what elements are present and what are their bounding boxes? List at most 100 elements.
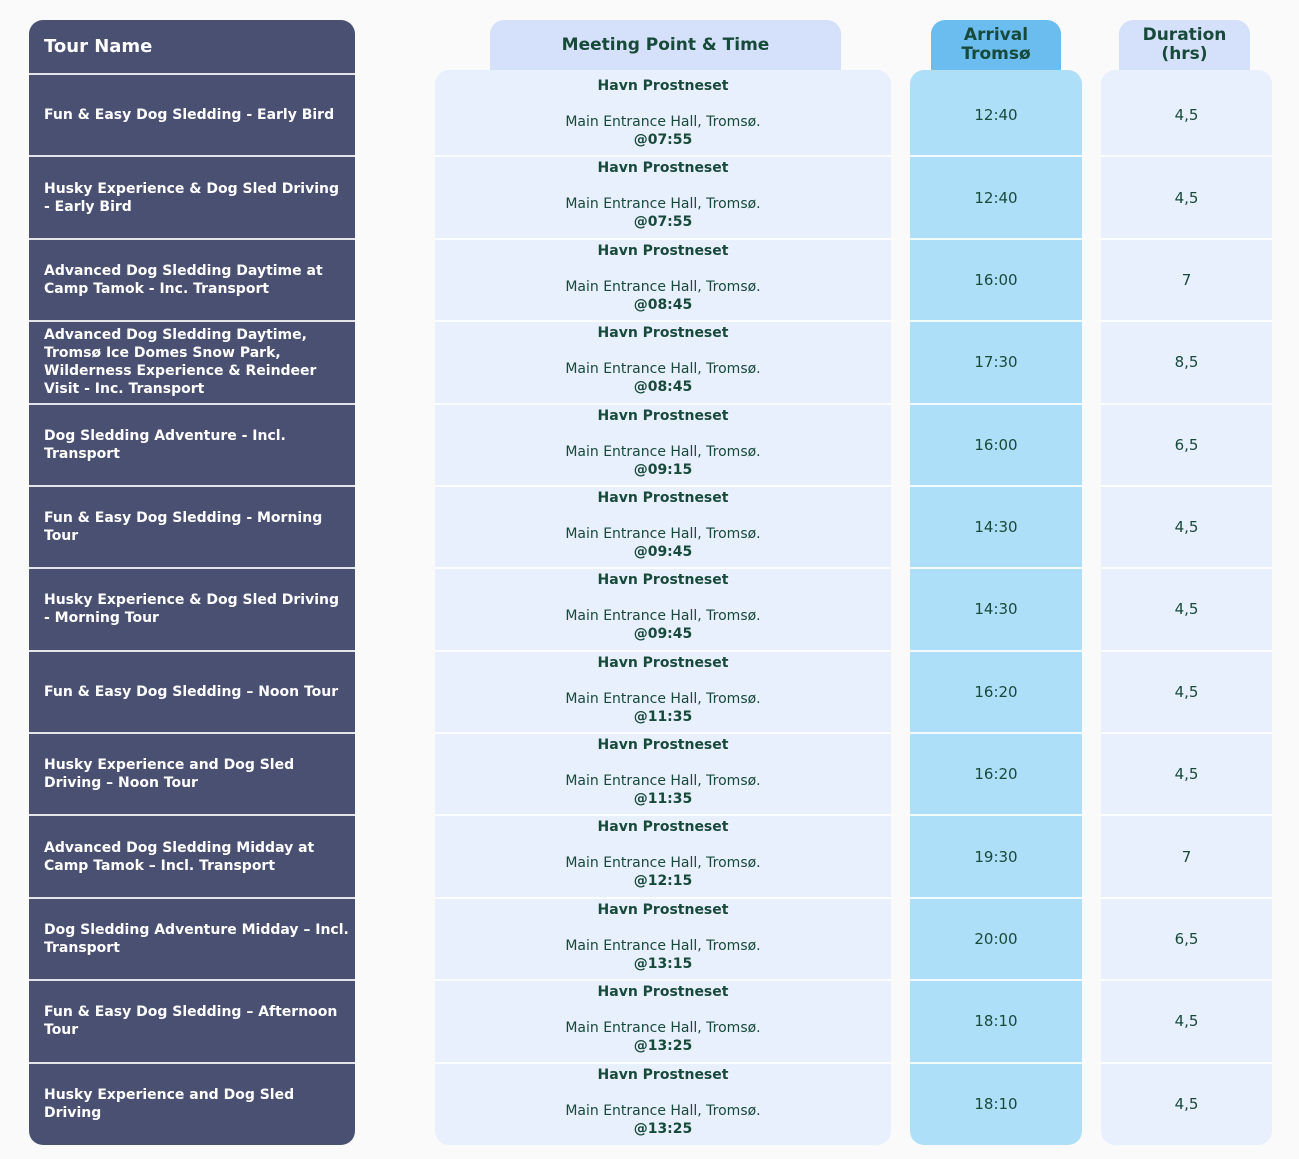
meeting-address: Main Entrance Hall, Tromsø. xyxy=(565,1020,761,1037)
meeting-address: Main Entrance Hall, Tromsø. xyxy=(565,690,761,707)
meeting-point: Havn Prostneset Main Entrance Hall, Troms… xyxy=(435,324,891,406)
meeting-point: Havn Prostneset Main Entrance Hall, Troms… xyxy=(435,159,891,241)
row-separator xyxy=(910,567,1082,570)
tour-name: Dog Sledding Adventure Midday – Incl. Tr… xyxy=(44,922,349,957)
arrival-time: 12:40 xyxy=(974,106,1018,125)
row-separator xyxy=(910,649,1082,652)
meeting-time: @11:35 xyxy=(633,708,693,725)
row-separator xyxy=(435,732,891,735)
row-separator xyxy=(1101,649,1272,652)
row-separator xyxy=(910,979,1082,982)
duration: 7 xyxy=(1181,847,1192,866)
header-tour: Tour Name xyxy=(44,36,153,57)
row-separator xyxy=(29,73,355,75)
row-separator xyxy=(435,896,891,899)
meeting-time: @09:45 xyxy=(633,626,693,643)
meeting-point: Havn Prostneset Main Entrance Hall, Troms… xyxy=(435,901,891,983)
arrival-time: 14:30 xyxy=(974,600,1018,619)
meeting-time: @12:15 xyxy=(633,873,693,890)
tour-name: Husky Experience & Dog Sled Driving - Mo… xyxy=(44,592,339,627)
meeting-place: Havn Prostneset xyxy=(597,78,729,94)
meeting-place: Havn Prostneset xyxy=(597,572,729,589)
meeting-point: Havn Prostneset Main Entrance Hall, Troms… xyxy=(435,571,891,653)
tour-name: Fun & Easy Dog Sledding - Morning Tour xyxy=(44,510,323,545)
row-separator xyxy=(1101,237,1272,240)
meeting-place: Havn Prostneset xyxy=(597,325,729,342)
row-separator xyxy=(29,1061,355,1064)
arrival-column xyxy=(910,70,1082,1145)
row-separator xyxy=(29,320,355,323)
tour-name: Fun & Easy Dog Sledding - Early Bird xyxy=(44,107,335,124)
meeting-place: Havn Prostneset xyxy=(597,654,729,671)
duration: 4,5 xyxy=(1174,765,1199,784)
row-separator xyxy=(435,484,891,487)
row-separator xyxy=(1101,484,1272,487)
meeting-point: Havn Prostneset Main Entrance Hall, Troms… xyxy=(435,489,891,571)
duration: 7 xyxy=(1181,270,1192,289)
tour-name: Fun & Easy Dog Sledding – Afternoon Tour xyxy=(44,1004,338,1039)
meeting-place: Havn Prostneset xyxy=(597,242,729,259)
row-separator xyxy=(29,567,355,570)
meeting-address: Main Entrance Hall, Tromsø. xyxy=(565,608,761,625)
row-separator xyxy=(1101,896,1272,899)
row-separator xyxy=(1101,567,1272,570)
duration: 4,5 xyxy=(1174,682,1199,701)
meeting-address: Main Entrance Hall, Tromsø. xyxy=(565,855,761,872)
row-separator xyxy=(1101,1061,1272,1064)
row-separator xyxy=(29,402,355,405)
tour-name: Dog Sledding Adventure - Incl. Transport xyxy=(44,427,286,462)
duration: 4,5 xyxy=(1174,518,1199,537)
row-separator xyxy=(910,732,1082,735)
meeting-place: Havn Prostneset xyxy=(597,489,729,506)
meeting-point: Havn Prostneset Main Entrance Hall, Troms… xyxy=(435,983,891,1065)
row-separator xyxy=(435,155,891,158)
tour-name: Advanced Dog Sledding Midday at Camp Tam… xyxy=(44,839,315,874)
row-separator xyxy=(1101,402,1272,405)
meeting-place: Havn Prostneset xyxy=(597,901,729,918)
arrival-time: 18:10 xyxy=(974,1012,1018,1031)
row-separator xyxy=(29,237,355,240)
arrival-time: 17:30 xyxy=(974,353,1018,372)
tour-name: Husky Experience and Dog Sled Driving – … xyxy=(44,757,295,792)
meeting-point: Havn Prostneset Main Entrance Hall, Troms… xyxy=(435,1066,891,1148)
meeting-address: Main Entrance Hall, Tromsø. xyxy=(565,937,761,954)
meeting-time: @07:55 xyxy=(633,214,693,231)
tour-name: Husky Experience & Dog Sled Driving - Ea… xyxy=(44,180,339,215)
row-separator xyxy=(435,237,891,240)
meeting-point: Havn Prostneset Main Entrance Hall, Troms… xyxy=(435,407,891,489)
meeting-time: @09:45 xyxy=(633,543,693,560)
tour-column xyxy=(29,20,355,1145)
meeting-address: Main Entrance Hall, Tromsø. xyxy=(565,278,761,295)
row-separator xyxy=(29,155,355,158)
arrival-time: 18:10 xyxy=(974,1094,1018,1113)
row-separator xyxy=(1101,155,1272,158)
meeting-place: Havn Prostneset xyxy=(597,819,729,836)
row-separator xyxy=(910,402,1082,405)
arrival-time: 20:00 xyxy=(974,930,1018,949)
row-separator xyxy=(29,979,355,982)
meeting-address: Main Entrance Hall, Tromsø. xyxy=(565,361,761,378)
meeting-place: Havn Prostneset xyxy=(597,737,729,754)
meeting-time: @11:35 xyxy=(633,791,693,808)
meeting-address: Main Entrance Hall, Tromsø. xyxy=(565,443,761,460)
row-separator xyxy=(29,896,355,899)
meeting-address: Main Entrance Hall, Tromsø. xyxy=(565,773,761,790)
row-separator xyxy=(1101,979,1272,982)
tour-name: Advanced Dog Sledding Daytime, Tromsø Ic… xyxy=(44,327,317,398)
header-arrival: Arrival Tromsø xyxy=(931,20,1061,70)
duration: 6,5 xyxy=(1174,435,1199,454)
tour-name: Husky Experience and Dog Sled Driving xyxy=(44,1086,295,1121)
row-separator xyxy=(29,649,355,652)
row-separator xyxy=(435,402,891,405)
duration: 4,5 xyxy=(1174,188,1199,207)
row-separator xyxy=(910,155,1082,158)
meeting-address: Main Entrance Hall, Tromsø. xyxy=(565,525,761,542)
row-separator xyxy=(910,896,1082,899)
meeting-place: Havn Prostneset xyxy=(597,1066,729,1083)
meeting-point: Havn Prostneset Main Entrance Hall, Troms… xyxy=(435,818,891,900)
arrival-time: 14:30 xyxy=(974,518,1018,537)
row-separator xyxy=(435,814,891,817)
duration: 4,5 xyxy=(1174,106,1199,125)
arrival-time: 12:40 xyxy=(974,188,1018,207)
